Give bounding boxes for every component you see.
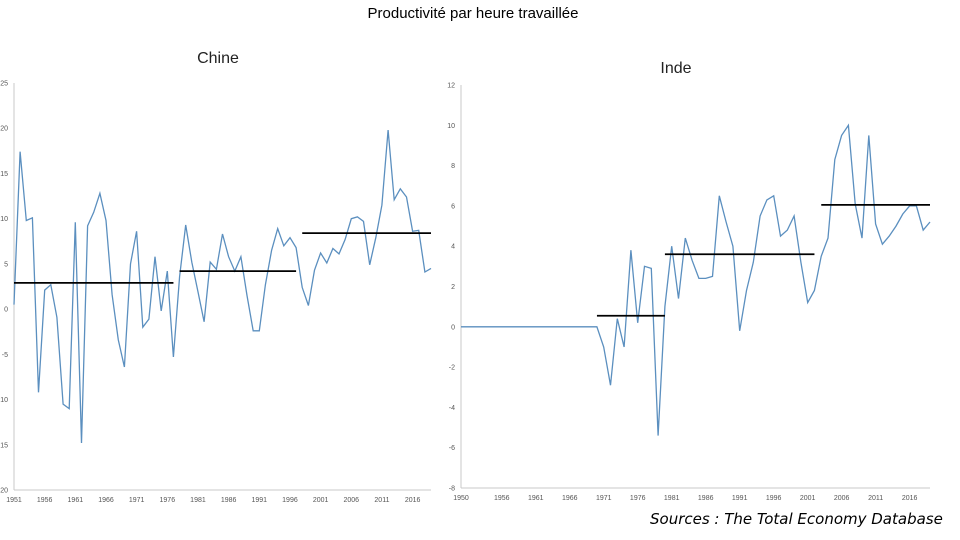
x-tick-label-china: 2016 bbox=[405, 497, 421, 504]
y-tick-label-india: 6 bbox=[451, 203, 455, 210]
y-tick-label-china: 20 bbox=[0, 126, 8, 133]
chart-china: Chine 25 20 15 10 5 0 -5 -10 -15 -20 1951 1956 1961 1… bbox=[0, 50, 432, 504]
x-tick-label-china: 1951 bbox=[6, 497, 22, 504]
x-tick-label-china: 1986 bbox=[221, 497, 237, 504]
y-tick-label-india: -2 bbox=[449, 365, 455, 372]
x-tick-label-china: 1996 bbox=[282, 497, 298, 504]
y-tick-label-india: 4 bbox=[451, 244, 455, 251]
y-tick-label-china: 15 bbox=[0, 171, 8, 178]
x-tick-label-china: 2011 bbox=[374, 497, 389, 504]
x-tick-label-india: 1976 bbox=[630, 495, 646, 502]
x-tick-label-china: 1991 bbox=[252, 497, 268, 504]
chart-india: Inde 12 10 8 6 4 2 0 -2 -4 -6 -8 1950 1956 1961 1966 19… bbox=[447, 60, 931, 502]
x-tick-label-china: 2006 bbox=[343, 497, 359, 504]
x-tick-label-china: 1956 bbox=[37, 497, 53, 504]
x-tick-label-india: 1971 bbox=[596, 495, 612, 502]
y-tick-label-india: 12 bbox=[447, 83, 455, 90]
x-tick-label-india: 2001 bbox=[800, 495, 816, 502]
x-tick-label-india: 1966 bbox=[562, 495, 578, 502]
series-line-china bbox=[13, 129, 432, 444]
x-tick-label-china: 2001 bbox=[313, 497, 329, 504]
x-tick-label-china: 1966 bbox=[98, 497, 114, 504]
x-tick-label-china: 1976 bbox=[160, 497, 176, 504]
x-tick-label-india: 1956 bbox=[494, 495, 510, 502]
y-tick-label-india: 2 bbox=[451, 284, 455, 291]
slide-title: Productivité par heure travaillée bbox=[367, 5, 579, 22]
plot-area-china: 25 20 15 10 5 0 -5 -10 -15 -20 1951 1956 1961 1966 197… bbox=[0, 81, 432, 504]
x-tick-label-india: 1991 bbox=[732, 495, 748, 502]
y-tick-label-china: 0 bbox=[4, 307, 8, 314]
y-tick-label-india: 8 bbox=[451, 163, 455, 170]
series-line-india bbox=[461, 123, 931, 436]
chart-title-india: Inde bbox=[660, 60, 691, 77]
x-tick-label-china: 1981 bbox=[190, 497, 206, 504]
x-tick-label-india: 1996 bbox=[766, 495, 782, 502]
y-tick-label-india: 10 bbox=[447, 123, 455, 130]
chart-title-china: Chine bbox=[197, 50, 239, 67]
x-tick-label-india: 1961 bbox=[528, 495, 544, 502]
plot-area-india: 12 10 8 6 4 2 0 -2 -4 -6 -8 1950 1956 1961 1966 1971 197… bbox=[447, 83, 931, 502]
x-tick-label-china: 1961 bbox=[68, 497, 84, 504]
x-tick-label-india: 2011 bbox=[868, 495, 883, 502]
x-tick-label-china: 1971 bbox=[129, 497, 145, 504]
y-tick-label-china: 25 bbox=[0, 81, 8, 88]
y-tick-label-china: 5 bbox=[4, 261, 8, 268]
x-tick-label-india: 2016 bbox=[902, 495, 918, 502]
y-tick-label-india: -6 bbox=[449, 445, 455, 452]
y-tick-label-china: -5 bbox=[2, 352, 8, 359]
y-tick-label-india: 0 bbox=[451, 324, 455, 331]
y-tick-label-china: -10 bbox=[0, 397, 8, 404]
x-tick-label-india: 1950 bbox=[453, 495, 469, 502]
source-note: Sources : The Total Economy Database bbox=[650, 510, 943, 528]
y-tick-label-india: -8 bbox=[449, 486, 455, 493]
x-tick-label-india: 2006 bbox=[834, 495, 850, 502]
y-tick-label-china: 10 bbox=[0, 216, 8, 223]
y-tick-label-china: -20 bbox=[0, 488, 8, 495]
y-tick-label-india: -4 bbox=[449, 405, 455, 412]
x-tick-label-india: 1986 bbox=[698, 495, 714, 502]
y-tick-label-china: -15 bbox=[0, 442, 8, 449]
x-tick-label-india: 1981 bbox=[664, 495, 680, 502]
